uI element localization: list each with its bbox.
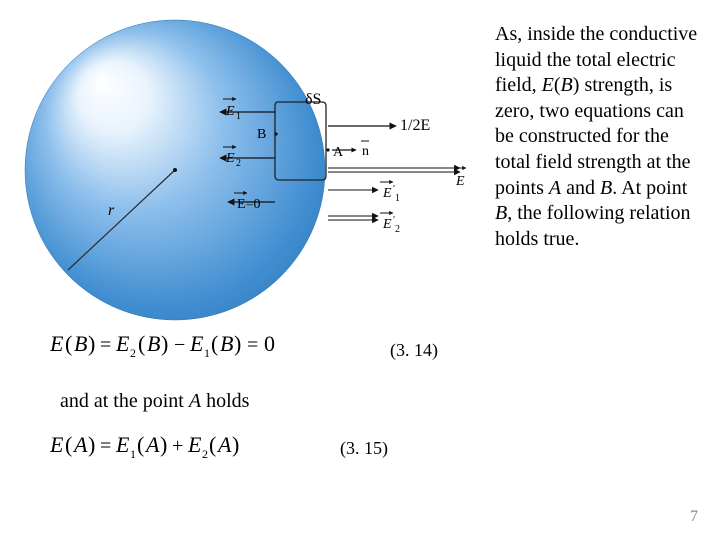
svg-text:): ) [234,331,241,356]
svg-text:): ) [232,432,239,457]
E2-label: E [225,151,235,166]
para-B: B [600,177,612,199]
equation-3-15-number: (3. 15) [340,438,388,459]
center-dot [173,168,177,172]
Eprime1-sub: 1 [395,193,400,204]
svg-text:B: B [147,331,160,356]
svg-text:(: ( [65,331,72,356]
explanation-paragraph: As, inside the conductive liquid the tot… [495,22,705,252]
svg-text:B: B [74,331,87,356]
svg-text:+: + [172,435,183,457]
E2-sub: 2 [236,158,241,169]
para-E: E [542,74,554,96]
n-label: n [362,144,369,159]
svg-text:E: E [187,432,202,457]
svg-text:(: ( [138,331,145,356]
E1-sub: 1 [236,111,241,122]
svg-text:=: = [100,435,111,457]
equation-3-14: E ( B ) = E 2 ( B ) − E 1 ( B ) = 0 [50,325,350,365]
E1-label: E [225,104,235,119]
point-B-dot [274,132,277,135]
line-point-A: and at the point A holds [60,390,249,413]
svg-text:B: B [220,331,233,356]
pointA-A: A [189,390,201,412]
figure-sphere-fields: r δS B A n 1/2E [20,10,480,340]
pointA-t1: and at the point [60,390,189,412]
para-A: A [549,177,561,199]
svg-text:(: ( [211,331,218,356]
para-and: and [561,177,600,199]
B-label: B [257,127,266,142]
figure-svg: r δS B A n 1/2E [20,10,480,340]
E-ext-label: E [455,174,465,189]
svg-text:A: A [72,432,88,457]
svg-text:0: 0 [264,331,275,356]
para-B2: B [495,202,507,224]
svg-text:): ) [88,331,95,356]
para-t4: , the following relation holds true. [495,202,691,250]
svg-text:−: − [174,334,185,356]
equation-3-14-number: (3. 14) [390,340,438,361]
para-open: ( [554,74,561,96]
svg-text:2: 2 [130,346,136,360]
r-label: r [108,202,115,219]
point-A-dot [326,148,329,151]
svg-text:(: ( [137,432,144,457]
svg-text:2: 2 [202,447,208,461]
svg-text:=: = [100,334,111,356]
page-number: 7 [690,508,698,526]
svg-text:(: ( [209,432,216,457]
svg-text:E: E [189,331,204,356]
svg-text:E: E [50,331,64,356]
svg-text:A: A [144,432,160,457]
halfE-label: 1/2E [400,117,430,134]
svg-text:): ) [161,331,168,356]
svg-text:1: 1 [204,346,210,360]
svg-text:E: E [115,432,130,457]
para-t3: . At point [612,177,687,199]
svg-text:A: A [216,432,232,457]
Eprime1-label: E [382,186,392,201]
para-B-in-E: B [561,74,573,96]
A-label: A [333,145,344,160]
svg-text:E: E [50,432,64,457]
svg-text:E: E [115,331,130,356]
svg-text:): ) [88,432,95,457]
svg-text:(: ( [65,432,72,457]
svg-text:): ) [160,432,167,457]
deltaS-label: δS [305,91,321,108]
svg-text:1: 1 [130,447,136,461]
Eprime2-sub: 2 [395,224,400,235]
E0-label: E=0 [237,197,260,212]
Eprime2-arrows [328,216,378,220]
equation-3-15: E ( A ) = E 1 ( A ) + E 2 ( A ) [50,428,310,464]
page-root: As, inside the conductive liquid the tot… [0,0,720,540]
pointA-t2: holds [201,390,249,412]
E-ext-arrows [328,168,460,172]
Eprime2-label: E [382,217,392,232]
svg-text:=: = [247,334,258,356]
